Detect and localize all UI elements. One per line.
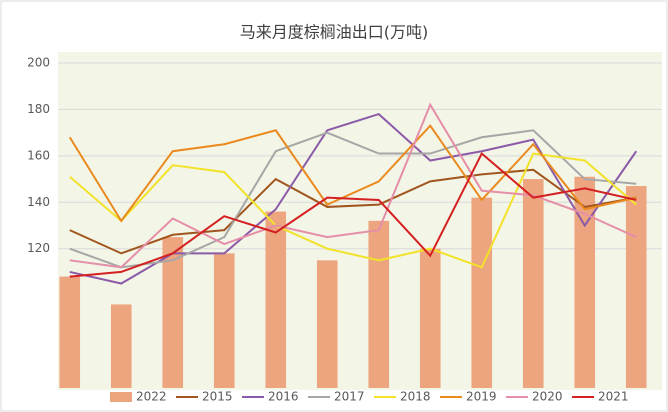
legend-label: 2015 bbox=[202, 390, 233, 404]
bar bbox=[625, 186, 647, 388]
bar bbox=[316, 260, 338, 388]
legend-label: 2016 bbox=[268, 390, 299, 404]
chart-title: 马来月度棕榈油出口(万吨) bbox=[240, 23, 429, 42]
bar bbox=[59, 276, 81, 388]
legend-label: 2022 bbox=[136, 390, 167, 404]
bar bbox=[110, 304, 132, 388]
bar bbox=[265, 211, 287, 388]
series-line bbox=[69, 168, 637, 255]
bar bbox=[574, 176, 596, 388]
bar bbox=[471, 197, 493, 388]
bar bbox=[368, 220, 390, 388]
bar bbox=[162, 237, 184, 388]
bar bbox=[213, 253, 235, 388]
bar bbox=[419, 248, 441, 388]
series-line bbox=[68, 124, 637, 223]
legend-label: 2017 bbox=[334, 390, 365, 404]
legend-label: 2018 bbox=[400, 390, 431, 404]
series-line bbox=[69, 102, 637, 269]
legend-swatch bbox=[110, 392, 132, 402]
bar bbox=[522, 179, 544, 388]
y-tick-label: 160 bbox=[27, 148, 50, 162]
y-tick-label: 180 bbox=[27, 102, 50, 116]
legend-label: 2020 bbox=[532, 390, 563, 404]
y-tick-label: 200 bbox=[27, 56, 50, 70]
plot-area bbox=[58, 52, 662, 390]
legend-label: 2019 bbox=[466, 390, 497, 404]
legend-label: 2021 bbox=[598, 390, 629, 404]
series-line bbox=[69, 129, 637, 269]
series-line bbox=[69, 151, 637, 278]
y-tick-label: 140 bbox=[27, 195, 50, 209]
y-tick-label: 120 bbox=[27, 241, 50, 255]
